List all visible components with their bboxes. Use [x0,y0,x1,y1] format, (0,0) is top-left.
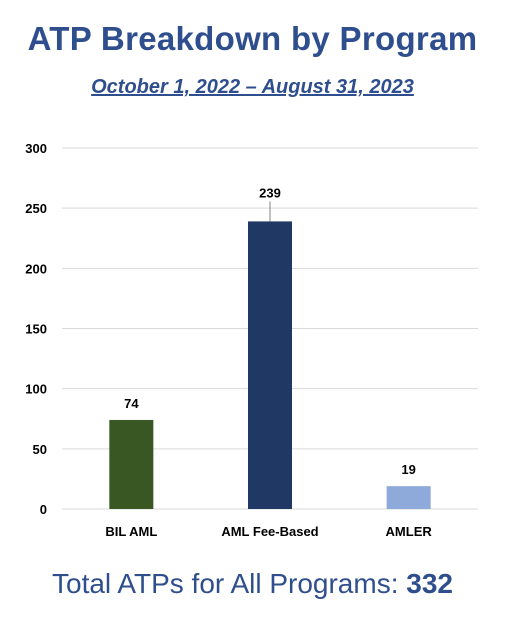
y-tick-label: 200 [25,261,47,276]
x-tick-label: AML Fee-Based [221,524,318,539]
y-tick-label: 250 [25,201,47,216]
data-label: 19 [401,462,415,477]
bar [109,419,154,509]
y-tick-label: 150 [25,322,47,337]
x-tick-label: BIL AML [105,524,157,539]
total-label: Total ATPs for All Programs: [52,568,407,599]
data-label: 74 [124,396,139,411]
y-tick-label: 300 [25,141,47,156]
data-label: 239 [259,185,281,200]
x-tick-label: AMLER [386,524,433,539]
bar [386,486,431,509]
chart-subtitle: October 1, 2022 – August 31, 2023 [91,76,414,98]
chart-title: ATP Breakdown by Program [27,20,478,57]
total-value: 332 [406,568,453,599]
bar-chart: 0 50 100 150 200 250 300 74 BIL AML 239 AML Fee-Ba… [25,141,478,539]
y-tick-label: 50 [33,442,47,457]
bar [248,221,292,510]
total-summary: Total ATPs for All Programs: 332 [0,568,505,600]
y-tick-label: 0 [40,502,47,517]
y-tick-label: 100 [25,382,47,397]
